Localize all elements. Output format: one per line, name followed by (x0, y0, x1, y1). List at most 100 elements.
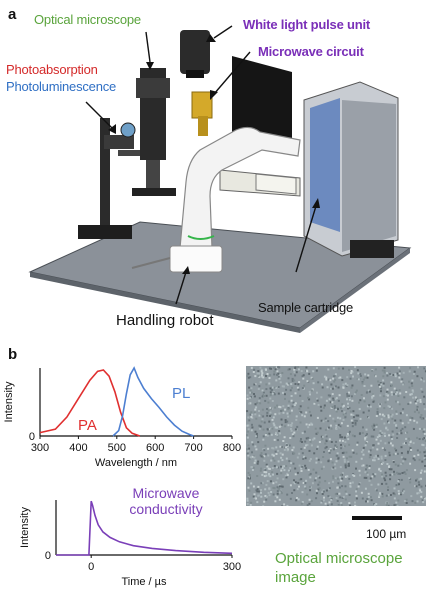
micrograph-grain (298, 381, 301, 384)
micrograph-grain (419, 398, 422, 401)
micrograph-grain (386, 463, 389, 465)
micrograph-grain (339, 439, 341, 442)
micrograph-grain (296, 425, 299, 428)
micrograph-caption-line1: Optical microscope (275, 550, 403, 567)
series-label: PL (172, 385, 190, 402)
micrograph-grain (268, 432, 271, 435)
micrograph-grain (335, 446, 338, 448)
micrograph-grain (354, 423, 357, 426)
panel-b-letter: b (8, 346, 18, 363)
micrograph-grain (259, 425, 262, 428)
micrograph-grain (308, 498, 311, 501)
micrograph-grain (329, 458, 332, 461)
micrograph-grain (325, 418, 328, 421)
micrograph-grain (281, 385, 284, 388)
micrograph-grain (337, 408, 339, 411)
micrograph-grain (333, 463, 336, 466)
micrograph-grain (324, 502, 327, 505)
micrograph-grain (339, 474, 342, 477)
micrograph-grain (370, 483, 373, 486)
micrograph-grain (325, 438, 328, 441)
micrograph-grain (395, 413, 398, 415)
micrograph-grain (338, 492, 341, 495)
micrograph-grain (351, 421, 354, 424)
micrograph-grain (260, 489, 263, 491)
micrograph-grain (313, 402, 316, 405)
micrograph-grain (246, 424, 249, 427)
label-photoluminescence: Photoluminescence (6, 79, 117, 94)
micrograph-grain (275, 466, 278, 469)
micrograph-grain (407, 421, 410, 424)
micrograph-grain (374, 375, 377, 378)
micrograph-grain (330, 383, 333, 386)
micrograph-grain (277, 439, 279, 442)
x-tick-label: 400 (69, 442, 87, 454)
micrograph-grain (335, 440, 338, 443)
micrograph-grain (309, 393, 311, 396)
micrograph-grain (379, 429, 382, 432)
micrograph-grain (374, 368, 377, 371)
micrograph-grain (348, 443, 351, 446)
micrograph-grain (358, 432, 361, 435)
micrograph-grain (350, 386, 353, 389)
micrograph-grain (281, 409, 284, 412)
micrograph-grain (247, 486, 250, 489)
micrograph-grain (337, 482, 340, 485)
micrograph-grain (349, 504, 352, 506)
micrograph-grain (246, 503, 249, 505)
micrograph-grain (365, 391, 368, 394)
micrograph-grain (289, 389, 292, 392)
micrograph-grain (354, 422, 357, 425)
micrograph-grain (313, 452, 316, 455)
micrograph-grain (307, 436, 310, 439)
x-tick-label: 600 (146, 442, 164, 454)
micrograph-grain (324, 417, 327, 420)
micrograph-grain (289, 437, 292, 439)
micrograph-grain (329, 448, 332, 451)
micrograph-grain (423, 470, 426, 473)
micrograph-grain (325, 435, 328, 438)
micrograph-grain (308, 485, 311, 488)
micrograph-grain (294, 392, 297, 395)
micrograph-grain (358, 483, 361, 486)
micrograph-grain (399, 412, 402, 415)
label-handling-robot: Handling robot (116, 312, 214, 329)
micrograph-grain (251, 441, 254, 444)
micrograph-grain (273, 386, 276, 389)
micrograph-grain (262, 428, 265, 431)
micrograph-grain (284, 397, 286, 400)
micrograph-grain (263, 459, 266, 462)
micrograph-grain (270, 413, 273, 416)
micrograph-grain (301, 414, 304, 417)
micrograph-grain (272, 416, 275, 419)
panel-a-letter: a (8, 6, 17, 23)
micrograph-grain (327, 495, 330, 498)
micrograph-grain (281, 467, 284, 469)
micrograph-grain (257, 374, 260, 377)
micrograph-grain (265, 374, 267, 377)
micrograph-grain (368, 479, 371, 482)
micrograph-grain (247, 444, 250, 447)
scale-bar (352, 516, 402, 520)
micrograph-grain (424, 454, 426, 457)
micrograph-grain (316, 492, 318, 495)
micrograph-caption-line2: image (275, 569, 316, 586)
micrograph-grain (305, 437, 308, 440)
micrograph-grain (258, 427, 261, 430)
micrograph-grain (339, 436, 342, 439)
micrograph-grain (319, 405, 322, 408)
micrograph-grain (298, 452, 301, 455)
micrograph-grain (325, 440, 328, 443)
micrograph-grain (368, 467, 371, 470)
micrograph-grain (381, 447, 384, 450)
micrograph-grain (338, 486, 341, 489)
micrograph-grain (357, 372, 360, 375)
micrograph-grain (354, 419, 357, 422)
micrograph-grain (372, 393, 374, 396)
micrograph-grain (385, 504, 388, 506)
micrograph-grain (397, 490, 400, 492)
micrograph-grain (355, 490, 357, 493)
micrograph-grain (274, 413, 277, 416)
micrograph-grain (375, 425, 378, 428)
micrograph-grain (269, 475, 272, 478)
